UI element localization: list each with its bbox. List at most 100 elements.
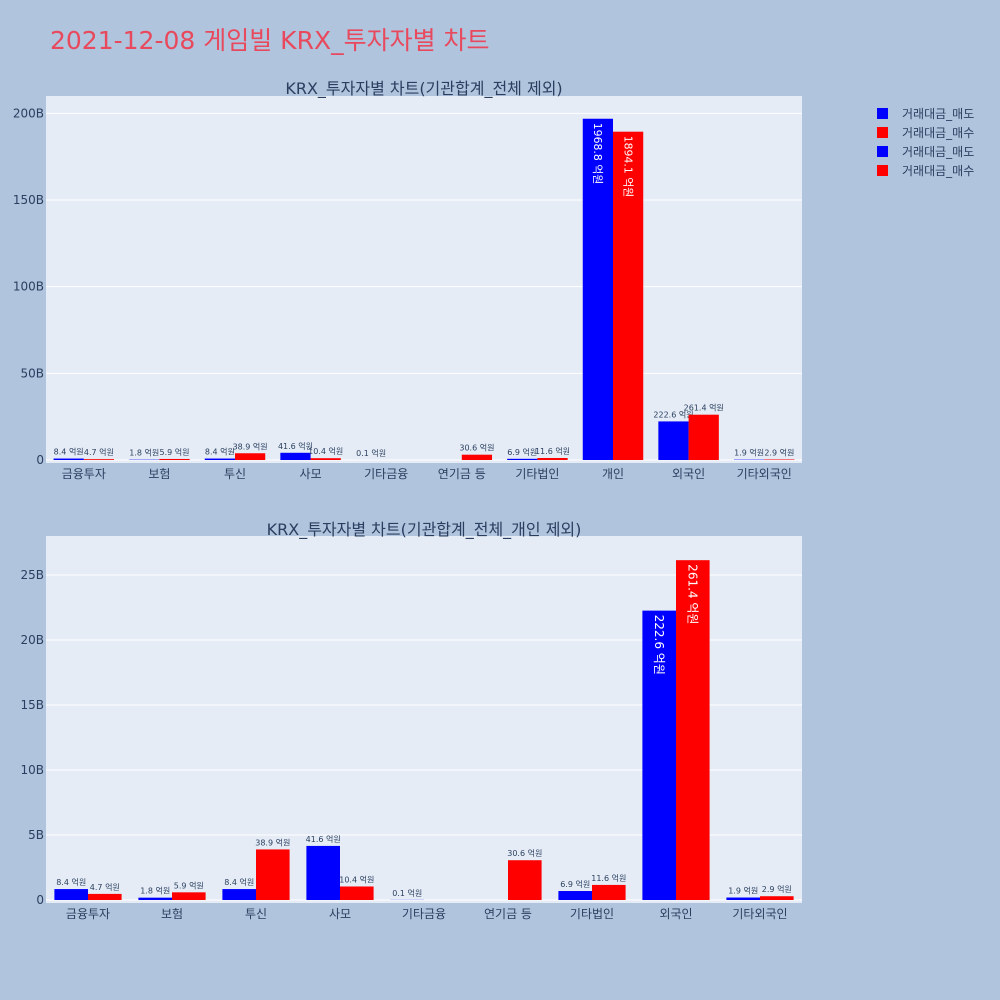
x-tick-label: 보험	[148, 467, 170, 481]
subplot-title: KRX_투자자별 차트(기관합계_전체_개인 제외)	[267, 520, 582, 540]
x-tick-label: 기타금융	[402, 907, 446, 921]
legend-item-buy-2[interactable]: 거래대금_매수	[877, 164, 974, 178]
legend-label: 거래대금_매도	[902, 107, 974, 121]
bar[interactable]	[676, 560, 710, 900]
bar-data-label: 222.6 억원	[652, 615, 666, 675]
chart-top: 0 50B 100B 150B 200B KRX_투자자별 차트(기관합계_전체 제외) 금…	[13, 79, 802, 481]
x-tick-label: 외국인	[672, 467, 705, 481]
bar[interactable]	[764, 459, 795, 460]
bar[interactable]	[280, 452, 311, 460]
legend-swatch	[877, 146, 888, 157]
bar-data-label: 4.7 억원	[84, 447, 114, 457]
bar-data-label: 1.8 억원	[140, 886, 170, 896]
subplot-title: KRX_투자자별 차트(기관합계_전체 제외)	[285, 79, 562, 99]
bar-data-label: 8.4 억원	[54, 447, 84, 457]
bar-data-label: 261.4 억원	[686, 564, 700, 624]
bar[interactable]	[340, 886, 374, 900]
bar-data-label: 38.9 억원	[233, 441, 268, 451]
legend-swatch	[877, 165, 888, 176]
bar-data-label: 10.4 억원	[339, 874, 374, 884]
bar[interactable]	[760, 896, 794, 900]
bar[interactable]	[726, 897, 760, 900]
bar[interactable]	[592, 884, 626, 900]
bar-data-label: 38.9 억원	[255, 837, 290, 847]
x-tick-label: 외국인	[659, 907, 692, 921]
y-tick-label: 0	[36, 453, 44, 467]
y-tick-label: 25B	[20, 568, 44, 582]
y-tick-label: 100B	[13, 280, 44, 294]
bar-data-label: 5.9 억원	[160, 447, 190, 457]
x-tick-label: 기타외국인	[732, 907, 787, 921]
bar[interactable]	[507, 458, 538, 460]
x-tick-label: 사모	[300, 467, 322, 481]
bar[interactable]	[222, 889, 256, 900]
bar-data-label: 6.9 억원	[560, 879, 590, 889]
x-tick-label: 연기금 등	[484, 907, 532, 921]
bar[interactable]	[53, 458, 84, 460]
x-tick-label: 개인	[602, 467, 624, 481]
bar[interactable]	[83, 459, 115, 460]
bar[interactable]	[256, 849, 290, 900]
bar[interactable]	[159, 458, 190, 460]
bar-data-label: 0.1 억원	[356, 448, 386, 458]
bar[interactable]	[642, 610, 676, 900]
bar-data-label: 8.4 억원	[205, 447, 235, 457]
bar-data-label: 222.6 억원	[653, 409, 693, 419]
bar[interactable]	[306, 845, 340, 900]
bar-data-label: 1.9 억원	[728, 886, 758, 896]
bar-data-label: 8.4 억원	[224, 877, 254, 887]
bar[interactable]	[235, 453, 266, 460]
legend-item-sell-2[interactable]: 거래대금_매도	[877, 145, 974, 159]
legend-swatch	[877, 108, 888, 119]
legend-label: 거래대금_매수	[902, 164, 974, 178]
x-tick-label: 기타법인	[515, 467, 559, 481]
bar[interactable]	[558, 891, 592, 900]
bar[interactable]	[204, 458, 235, 460]
x-tick-label: 투신	[245, 907, 267, 921]
y-tick-label: 5B	[28, 828, 44, 842]
bar[interactable]	[537, 457, 568, 460]
x-tick-label: 금융투자	[62, 467, 106, 481]
y-tick-label: 0	[36, 893, 44, 907]
x-tick-label: 기타외국인	[737, 467, 792, 481]
x-tick-label: 금융투자	[66, 907, 110, 921]
bar-data-label: 1.8 억원	[129, 448, 159, 458]
bar-data-label: 8.4 억원	[56, 877, 86, 887]
bar-data-label: 10.4 억원	[308, 446, 343, 456]
x-tick-label: 투신	[224, 467, 246, 481]
y-tick-label: 20B	[20, 633, 44, 647]
bar-data-label: 5.9 억원	[174, 880, 204, 890]
bar-data-label: 11.6 억원	[591, 873, 626, 883]
bar-data-label: 41.6 억원	[306, 834, 341, 844]
bar[interactable]	[688, 414, 719, 460]
legend-item-sell-1[interactable]: 거래대금_매도	[877, 107, 974, 121]
bar-data-label: 0.1 억원	[392, 888, 422, 898]
bar[interactable]	[582, 118, 613, 460]
bar-data-label: 1894.1 억원	[621, 136, 634, 198]
bar-data-label: 261.4 억원	[684, 403, 724, 413]
bar[interactable]	[613, 131, 644, 460]
x-tick-label: 사모	[329, 907, 351, 921]
bar-data-label: 4.7 억원	[90, 882, 120, 892]
bar[interactable]	[508, 860, 542, 900]
bar[interactable]	[138, 897, 172, 900]
bar[interactable]	[658, 421, 689, 460]
legend-label: 거래대금_매수	[902, 126, 974, 140]
bar-data-label: 2.9 억원	[764, 447, 794, 457]
bar[interactable]	[310, 458, 341, 460]
y-tick-label: 15B	[20, 698, 44, 712]
bar-data-label: 2.9 억원	[762, 884, 792, 894]
legend-label: 거래대금_매도	[902, 145, 974, 159]
bar[interactable]	[172, 892, 206, 900]
x-tick-label: 기타법인	[570, 907, 614, 921]
bar[interactable]	[88, 893, 122, 900]
legend-swatch	[877, 127, 888, 138]
x-tick-label: 보험	[161, 907, 183, 921]
page-title: 2021-12-08 게임빌 KRX_투자자별 차트	[50, 26, 490, 55]
legend-item-buy-1[interactable]: 거래대금_매수	[877, 126, 974, 140]
bar[interactable]	[54, 889, 88, 900]
y-tick-label: 50B	[20, 366, 44, 380]
x-tick-label: 기타금융	[364, 467, 408, 481]
bar[interactable]	[461, 454, 493, 460]
legend[interactable]: 거래대금_매도 거래대금_매수 거래대금_매도 거래대금_매수	[877, 107, 974, 178]
